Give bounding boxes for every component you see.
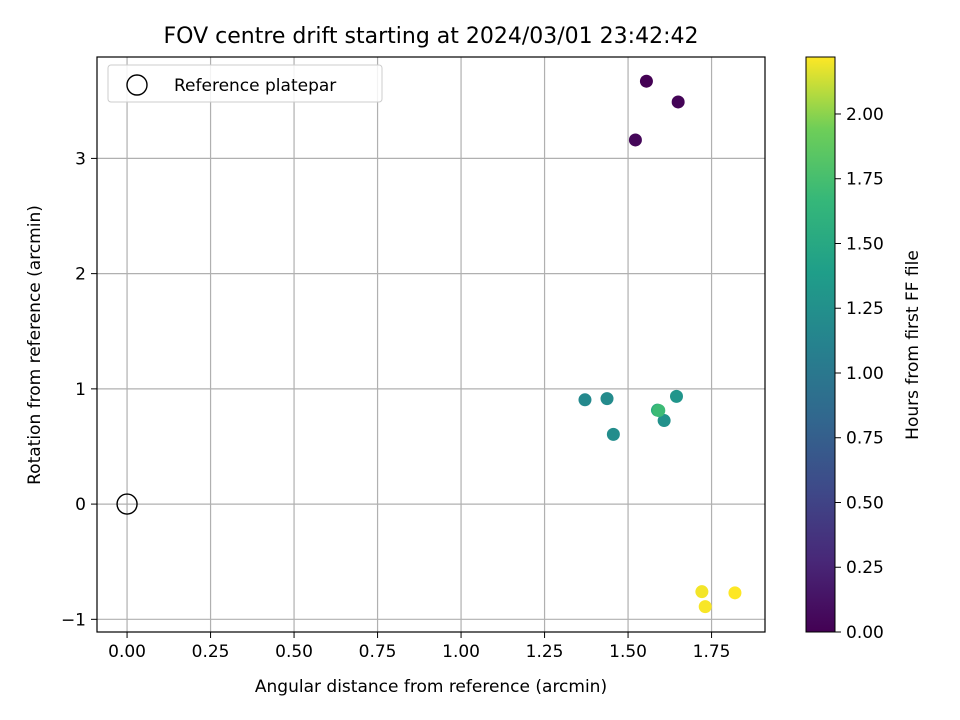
legend: Reference platepar <box>107 64 383 103</box>
y-tick-label: −1 <box>61 610 86 630</box>
colorbar-tick-label: 1.00 <box>846 364 884 384</box>
drift-point <box>698 600 712 614</box>
colorbar: 0.00 0.25 0.50 0.75 1.00 1.25 1.50 1.75 2.00 Hou… <box>805 56 923 643</box>
colorbar-label: Hours from first FF file <box>903 250 923 440</box>
colorbar-tick-label: 0.25 <box>846 558 884 578</box>
x-tick-label: 1.75 <box>693 642 731 662</box>
legend-box <box>107 64 383 103</box>
x-axis-label: Angular distance from reference (arcmin) <box>255 677 607 697</box>
drift-point <box>628 133 642 147</box>
colorbar-tick-label: 0.75 <box>846 429 884 449</box>
x-tick-label: 0.75 <box>359 642 397 662</box>
drift-point <box>695 585 709 599</box>
drift-point <box>600 392 614 406</box>
drift-point <box>671 95 685 109</box>
colorbar-tick-label: 0.50 <box>846 493 884 513</box>
chart-title: FOV centre drift starting at 2024/03/01 … <box>164 24 699 49</box>
y-tick-label: 3 <box>75 149 86 169</box>
colorbar-gradient <box>805 56 836 633</box>
drift-point <box>657 414 671 428</box>
colorbar-tick-label: 1.50 <box>846 234 884 254</box>
colorbar-ticks: 0.00 0.25 0.50 0.75 1.00 1.25 1.50 1.75 2.00 <box>835 105 884 643</box>
y-tick-label: 2 <box>75 265 86 285</box>
grid-lines <box>97 57 765 632</box>
reference-platepar-point <box>116 493 138 515</box>
x-tick-label: 0.50 <box>275 642 313 662</box>
x-tick-label: 1.25 <box>526 642 564 662</box>
drift-point <box>578 393 592 407</box>
x-axis-ticks: 0.00 0.25 0.50 0.75 1.00 1.25 1.50 1.75 <box>108 632 730 662</box>
drift-point <box>606 427 620 441</box>
y-axis-label: Rotation from reference (arcmin) <box>25 205 45 485</box>
x-tick-label: 0.00 <box>108 642 146 662</box>
legend-marker-open-circle <box>126 74 148 96</box>
drift-point <box>669 389 683 403</box>
x-tick-label: 1.00 <box>442 642 480 662</box>
colorbar-tick-label: 1.25 <box>846 299 884 319</box>
colorbar-tick-label: 2.00 <box>846 105 884 125</box>
y-tick-label: 1 <box>75 380 86 400</box>
x-tick-label: 1.50 <box>609 642 647 662</box>
y-tick-label: 0 <box>75 495 86 515</box>
drift-point <box>639 74 653 88</box>
drift-point <box>652 404 666 418</box>
x-tick-label: 0.25 <box>192 642 230 662</box>
drift-point <box>728 586 742 600</box>
colorbar-tick-label: 1.75 <box>846 170 884 190</box>
data-points <box>116 74 742 614</box>
legend-label: Reference platepar <box>174 76 336 96</box>
colorbar-tick-label: 0.00 <box>846 623 884 643</box>
y-axis-ticks: −1 0 1 2 3 <box>61 149 97 630</box>
plot-frame <box>96 56 766 633</box>
